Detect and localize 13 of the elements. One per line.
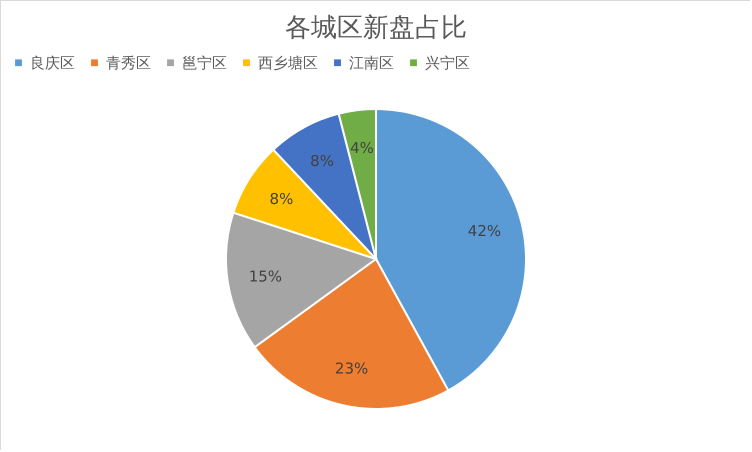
data-label: 23%	[334, 359, 368, 378]
legend-label: 兴宁区	[425, 54, 470, 72]
data-label: 8%	[310, 152, 334, 170]
legend-label: 西乡塘区	[258, 54, 318, 72]
legend-label: 良庆区	[30, 54, 75, 72]
data-label: 4%	[350, 138, 374, 157]
data-label: 8%	[270, 190, 294, 208]
data-label: 15%	[248, 268, 282, 286]
legend-label: 江南区	[349, 54, 394, 72]
legend-label: 邕宁区	[182, 54, 227, 72]
legend-label: 青秀区	[106, 54, 151, 72]
data-label: 42%	[468, 222, 502, 240]
chart-title: 各城区新盘占比	[285, 13, 467, 43]
